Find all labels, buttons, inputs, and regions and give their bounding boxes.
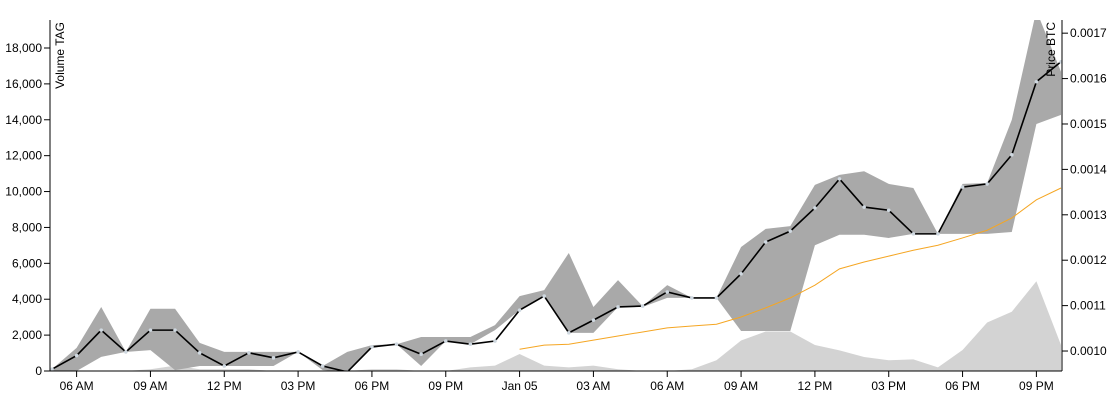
price-point: [394, 342, 399, 347]
price-point: [567, 331, 571, 335]
x-tick-label: 03 AM: [576, 379, 610, 393]
y-tick-label: 10,000: [5, 185, 42, 199]
price-point: [763, 240, 768, 244]
price-point: [517, 308, 522, 312]
price-point: [173, 328, 177, 332]
price-point: [1034, 79, 1039, 84]
y-tick-label: 18,000: [5, 41, 42, 55]
price-point: [1059, 59, 1062, 64]
price-point: [690, 296, 694, 300]
y-tick-label: 2,000: [12, 328, 42, 342]
y-tick-label: 8,000: [12, 220, 42, 234]
y-tick-label: 16,000: [5, 77, 42, 91]
price-point: [197, 351, 202, 355]
price-point: [739, 272, 743, 276]
price-point: [665, 290, 670, 294]
x-tick-label: 03 PM: [281, 379, 316, 393]
price-point: [222, 364, 227, 368]
x-tick-label: 06 AM: [60, 379, 94, 393]
price-point: [936, 232, 940, 236]
y2-tick-label: 0.0010: [1070, 344, 1107, 358]
y-tick-label: 14,000: [5, 113, 42, 127]
y2-tick-label: 0.0017: [1070, 26, 1107, 40]
price-point: [443, 339, 448, 343]
x-tick-label: Jan 05: [502, 379, 538, 393]
y-tick-label: 0: [35, 364, 42, 378]
price-line: [519, 187, 1062, 350]
price-point: [714, 296, 719, 300]
volume-area: [52, 281, 1061, 371]
y2-tick-label: 0.0013: [1070, 208, 1107, 222]
y2-tick-label: 0.0015: [1070, 117, 1107, 131]
y-tick-label: 12,000: [5, 149, 42, 163]
price-point: [271, 356, 276, 360]
x-tick-label: 12 PM: [798, 379, 833, 393]
y-tick-label: 6,000: [12, 256, 42, 270]
axes: Volume TAG Price BTC 0 2,000 4,000 6,000 8,0…: [5, 20, 1107, 393]
price-line: [51, 61, 1062, 371]
y2-tick-label: 0.0012: [1070, 253, 1107, 267]
x-tick-label: 06 AM: [650, 379, 684, 393]
x-tick-label: 12 PM: [207, 379, 242, 393]
price-point: [985, 182, 989, 186]
price-point: [542, 294, 546, 298]
price-point: [616, 305, 620, 309]
price-point: [813, 206, 817, 210]
x-tick-label: 03 PM: [871, 379, 906, 393]
plot-area: [50, 20, 1062, 371]
price-point: [886, 208, 891, 213]
price-point: [296, 350, 300, 354]
price-point: [911, 232, 916, 236]
y2-tick-label: 0.0011: [1070, 299, 1106, 313]
price-point: [1009, 153, 1014, 157]
price-point: [960, 185, 965, 189]
x-tick-label: 09 PM: [1019, 379, 1054, 393]
x-tick-label: 09 PM: [428, 379, 463, 393]
x-tick-label: 06 PM: [945, 379, 980, 393]
price-point: [50, 367, 54, 371]
price-point: [74, 353, 79, 358]
price-point: [124, 350, 128, 354]
x-tick-label: 09 AM: [133, 379, 167, 393]
y-axis-title: Volume TAG: [53, 22, 67, 89]
price-point: [247, 351, 251, 355]
price-point: [320, 364, 325, 368]
price-point: [370, 345, 374, 349]
price-point: [468, 342, 473, 347]
price-point: [640, 304, 645, 308]
price-point: [99, 328, 104, 332]
price-point: [493, 339, 497, 343]
y2-axis-title: Price BTC: [1044, 22, 1058, 77]
y2-tick-label: 0.0014: [1070, 162, 1107, 176]
price-point: [419, 352, 423, 356]
y2-tick-label: 0.0016: [1070, 72, 1107, 86]
price-point: [862, 205, 866, 209]
x-tick-label: 06 PM: [355, 379, 390, 393]
y-tick-label: 4,000: [12, 292, 42, 306]
price-point: [788, 229, 793, 233]
price-range-band: [52, 20, 1061, 371]
price-point: [148, 328, 153, 332]
price-point: [837, 177, 842, 181]
x-tick-label: 09 AM: [724, 379, 758, 393]
price-point: [591, 318, 596, 322]
